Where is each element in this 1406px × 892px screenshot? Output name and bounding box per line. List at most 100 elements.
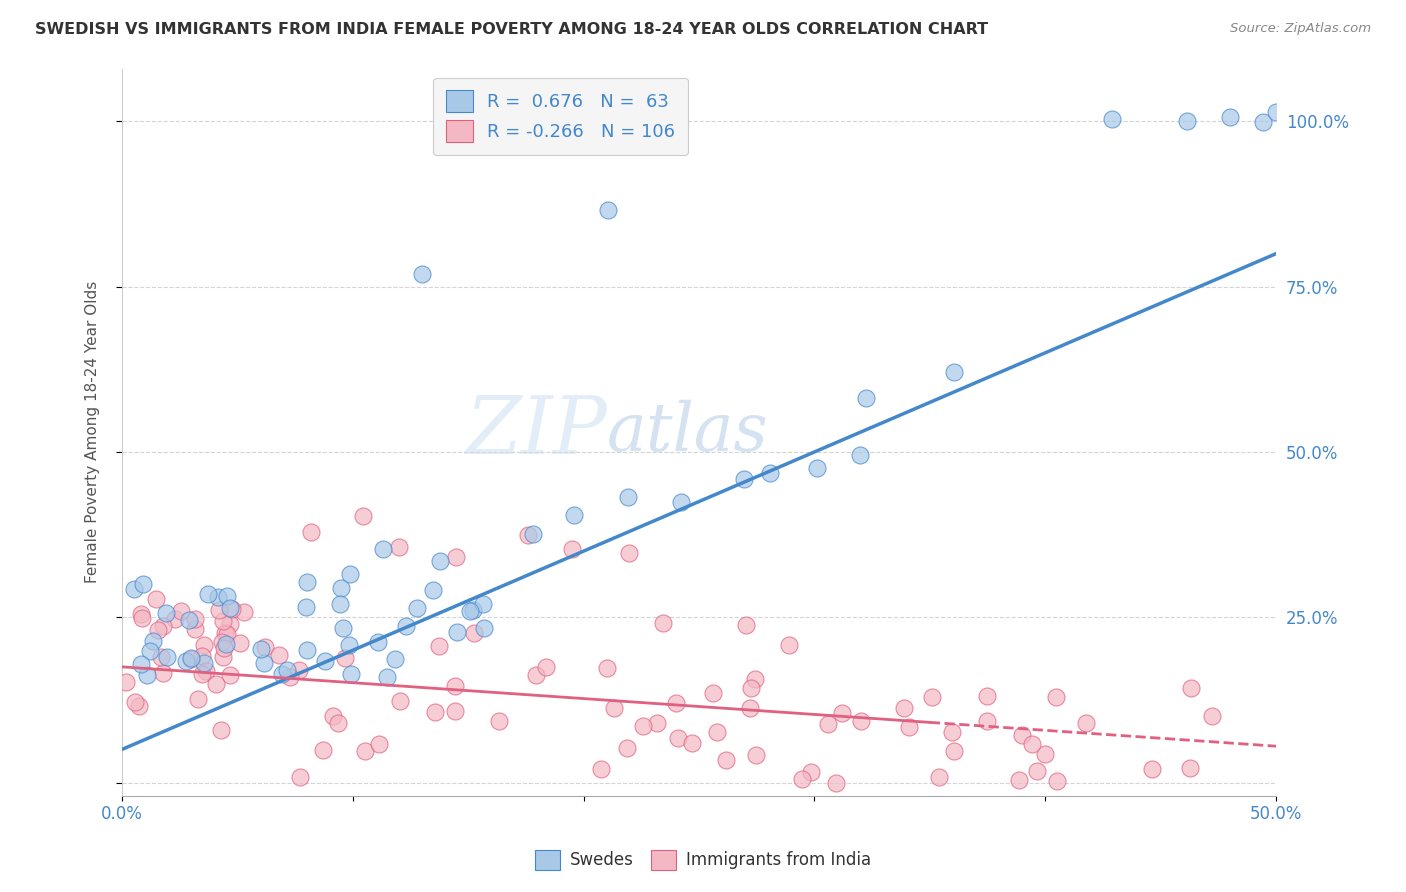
Point bbox=[422, 582, 444, 597]
Point bbox=[368, 737, 391, 751]
Point bbox=[596, 202, 619, 217]
Point bbox=[288, 770, 311, 784]
Point bbox=[617, 490, 640, 504]
Point bbox=[152, 619, 174, 633]
Point bbox=[1026, 764, 1049, 778]
Point bbox=[367, 635, 389, 649]
Point bbox=[1046, 773, 1069, 788]
Point bbox=[131, 611, 153, 625]
Point bbox=[472, 621, 495, 635]
Point bbox=[295, 574, 318, 589]
Point bbox=[1218, 110, 1240, 124]
Point bbox=[733, 472, 755, 486]
Point bbox=[666, 731, 689, 746]
Point bbox=[122, 582, 145, 596]
Point bbox=[180, 650, 202, 665]
Point bbox=[942, 364, 965, 378]
Point bbox=[651, 616, 673, 631]
Point bbox=[1101, 112, 1123, 126]
Point bbox=[665, 696, 688, 710]
Point bbox=[212, 614, 235, 628]
Point bbox=[759, 466, 782, 480]
Point bbox=[1265, 105, 1288, 120]
Point bbox=[254, 640, 277, 654]
Point bbox=[142, 633, 165, 648]
Point bbox=[522, 527, 544, 541]
Point bbox=[156, 650, 179, 665]
Point bbox=[411, 267, 433, 281]
Point bbox=[536, 660, 558, 674]
Legend: R =  0.676   N =  63, R = -0.266   N = 106: R = 0.676 N = 63, R = -0.266 N = 106 bbox=[433, 78, 688, 155]
Point bbox=[204, 677, 226, 691]
Point bbox=[339, 567, 361, 582]
Point bbox=[669, 495, 692, 509]
Point bbox=[229, 636, 252, 650]
Point bbox=[681, 736, 703, 750]
Point bbox=[191, 648, 214, 663]
Point bbox=[129, 607, 152, 622]
Point bbox=[219, 617, 242, 632]
Point bbox=[423, 705, 446, 719]
Point bbox=[212, 649, 235, 664]
Point bbox=[631, 719, 654, 733]
Point bbox=[326, 716, 349, 731]
Point bbox=[295, 599, 318, 614]
Point bbox=[155, 607, 177, 621]
Point bbox=[352, 509, 374, 524]
Point bbox=[152, 666, 174, 681]
Point bbox=[233, 605, 256, 619]
Point bbox=[180, 652, 202, 666]
Point bbox=[187, 692, 209, 706]
Point bbox=[207, 591, 229, 605]
Point bbox=[778, 638, 800, 652]
Point bbox=[208, 603, 231, 617]
Point bbox=[276, 663, 298, 677]
Point bbox=[595, 661, 617, 675]
Point bbox=[271, 666, 294, 681]
Point bbox=[429, 553, 451, 567]
Point bbox=[145, 591, 167, 606]
Point bbox=[219, 668, 242, 682]
Point bbox=[1011, 728, 1033, 742]
Point bbox=[591, 762, 613, 776]
Point bbox=[322, 709, 344, 723]
Point bbox=[1021, 737, 1043, 751]
Point bbox=[329, 597, 352, 611]
Point bbox=[218, 600, 240, 615]
Text: Source: ZipAtlas.com: Source: ZipAtlas.com bbox=[1230, 22, 1371, 36]
Point bbox=[329, 581, 352, 595]
Point bbox=[714, 753, 737, 767]
Point bbox=[562, 508, 585, 522]
Point bbox=[278, 670, 301, 684]
Point bbox=[744, 672, 766, 686]
Point bbox=[1175, 114, 1198, 128]
Point bbox=[215, 637, 238, 651]
Point bbox=[1180, 681, 1202, 695]
Point bbox=[129, 657, 152, 671]
Point bbox=[375, 669, 398, 683]
Point bbox=[516, 528, 538, 542]
Point bbox=[193, 638, 215, 652]
Point bbox=[1074, 715, 1097, 730]
Point bbox=[314, 654, 336, 668]
Point bbox=[706, 725, 728, 739]
Point bbox=[384, 652, 406, 666]
Y-axis label: Female Poverty Among 18-24 Year Olds: Female Poverty Among 18-24 Year Olds bbox=[86, 281, 100, 583]
Point bbox=[897, 720, 920, 734]
Point bbox=[301, 525, 323, 540]
Point bbox=[603, 701, 626, 715]
Point bbox=[831, 706, 853, 720]
Point bbox=[250, 642, 273, 657]
Point bbox=[976, 714, 998, 728]
Point bbox=[217, 627, 239, 641]
Point bbox=[524, 667, 547, 681]
Point bbox=[928, 771, 950, 785]
Point bbox=[163, 612, 186, 626]
Point bbox=[740, 681, 762, 695]
Text: SWEDISH VS IMMIGRANTS FROM INDIA FEMALE POVERTY AMONG 18-24 YEAR OLDS CORRELATIO: SWEDISH VS IMMIGRANTS FROM INDIA FEMALE … bbox=[35, 22, 988, 37]
Point bbox=[139, 644, 162, 658]
Point bbox=[806, 460, 828, 475]
Point bbox=[800, 764, 823, 779]
Text: atlas: atlas bbox=[606, 400, 768, 465]
Point bbox=[1140, 762, 1163, 776]
